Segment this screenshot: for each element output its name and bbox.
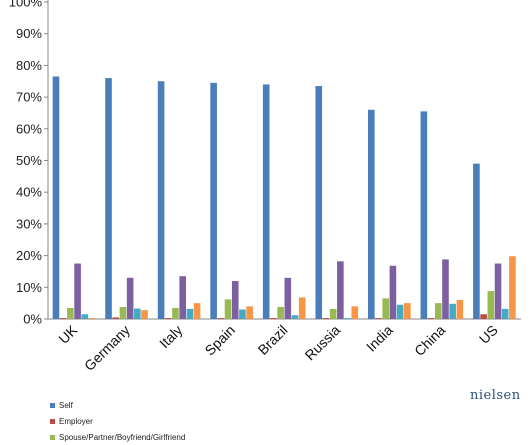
legend-item: Spouse/Partner/Boyfriend/Girlfriend bbox=[50, 429, 185, 445]
bar bbox=[67, 307, 74, 319]
bar bbox=[193, 303, 201, 319]
bar bbox=[141, 310, 148, 319]
bar bbox=[456, 299, 464, 319]
x-tick-label: UK bbox=[55, 321, 81, 347]
bar bbox=[344, 318, 351, 319]
bar bbox=[270, 318, 277, 319]
bar bbox=[291, 315, 299, 319]
bar bbox=[434, 303, 442, 319]
bar bbox=[473, 163, 480, 319]
bar bbox=[351, 306, 359, 319]
legend-swatch bbox=[50, 434, 55, 440]
bar bbox=[164, 318, 172, 319]
bar bbox=[231, 280, 239, 319]
bar bbox=[224, 299, 232, 319]
bar bbox=[420, 111, 428, 319]
legend-label: Spouse/Partner/Boyfriend/Girlfriend bbox=[59, 432, 186, 442]
x-tick-label: India bbox=[363, 322, 396, 355]
legend-swatch bbox=[50, 418, 55, 424]
legend-swatch bbox=[50, 402, 55, 408]
x-tick-label: Russia bbox=[302, 322, 344, 364]
bar bbox=[126, 277, 134, 319]
x-tick-label: Brazil bbox=[255, 322, 291, 358]
chart-legend: Self Employer Spouse/Partner/Boyfriend/Gir… bbox=[50, 397, 185, 445]
y-tick-label: 100% bbox=[9, 0, 43, 10]
y-tick-label: 50% bbox=[16, 153, 42, 168]
legend-item: Self bbox=[50, 397, 185, 413]
bar bbox=[112, 317, 120, 319]
bar bbox=[427, 318, 435, 319]
bar bbox=[329, 308, 337, 319]
x-tick-label: Italy bbox=[156, 322, 185, 351]
bar bbox=[368, 109, 375, 319]
legend-label: Employer bbox=[59, 416, 93, 426]
bar bbox=[389, 265, 397, 319]
bar bbox=[442, 259, 449, 319]
bar bbox=[88, 318, 96, 319]
y-tick-label: 20% bbox=[16, 248, 42, 263]
bar bbox=[246, 306, 253, 319]
y-tick-label: 80% bbox=[16, 58, 42, 73]
y-tick-label: 90% bbox=[16, 26, 42, 41]
bar bbox=[134, 308, 141, 319]
bar bbox=[494, 263, 502, 319]
bar bbox=[480, 314, 487, 319]
bar bbox=[217, 318, 225, 319]
bar bbox=[375, 318, 382, 319]
bar bbox=[186, 308, 194, 319]
bar bbox=[501, 308, 509, 319]
bar bbox=[81, 314, 89, 319]
bar bbox=[210, 82, 217, 319]
y-tick-label: 40% bbox=[16, 185, 42, 200]
x-tick-label: China bbox=[411, 322, 448, 359]
y-tick-label: 0% bbox=[23, 312, 42, 327]
bar bbox=[322, 318, 330, 319]
bar bbox=[59, 318, 67, 319]
bar bbox=[239, 309, 246, 319]
bar bbox=[404, 303, 411, 319]
legend-item: Employer bbox=[50, 413, 185, 429]
y-tick-label: 60% bbox=[16, 121, 42, 136]
bar bbox=[119, 306, 127, 319]
bar bbox=[284, 277, 292, 319]
bar bbox=[337, 261, 344, 319]
bar bbox=[315, 86, 323, 319]
bar bbox=[179, 276, 186, 319]
bar bbox=[382, 298, 390, 319]
bar bbox=[396, 304, 404, 319]
x-tick-label: US bbox=[476, 322, 501, 347]
bar bbox=[105, 78, 112, 319]
legend-label: Self bbox=[59, 400, 73, 410]
y-tick-label: 10% bbox=[16, 280, 42, 295]
bar bbox=[509, 256, 516, 319]
nielsen-logo: nielsen bbox=[470, 388, 521, 403]
bar bbox=[277, 306, 284, 319]
bar bbox=[262, 84, 270, 319]
y-tick-label: 70% bbox=[16, 90, 42, 105]
y-tick-label: 30% bbox=[16, 216, 42, 231]
bar bbox=[298, 297, 306, 319]
bar bbox=[157, 81, 165, 319]
bar bbox=[74, 263, 81, 319]
x-tick-label: Spain bbox=[201, 322, 238, 359]
bar bbox=[172, 307, 179, 319]
x-tick-label: Germany bbox=[81, 322, 133, 374]
bar bbox=[449, 303, 456, 319]
bar bbox=[487, 291, 495, 319]
bar bbox=[52, 76, 60, 319]
